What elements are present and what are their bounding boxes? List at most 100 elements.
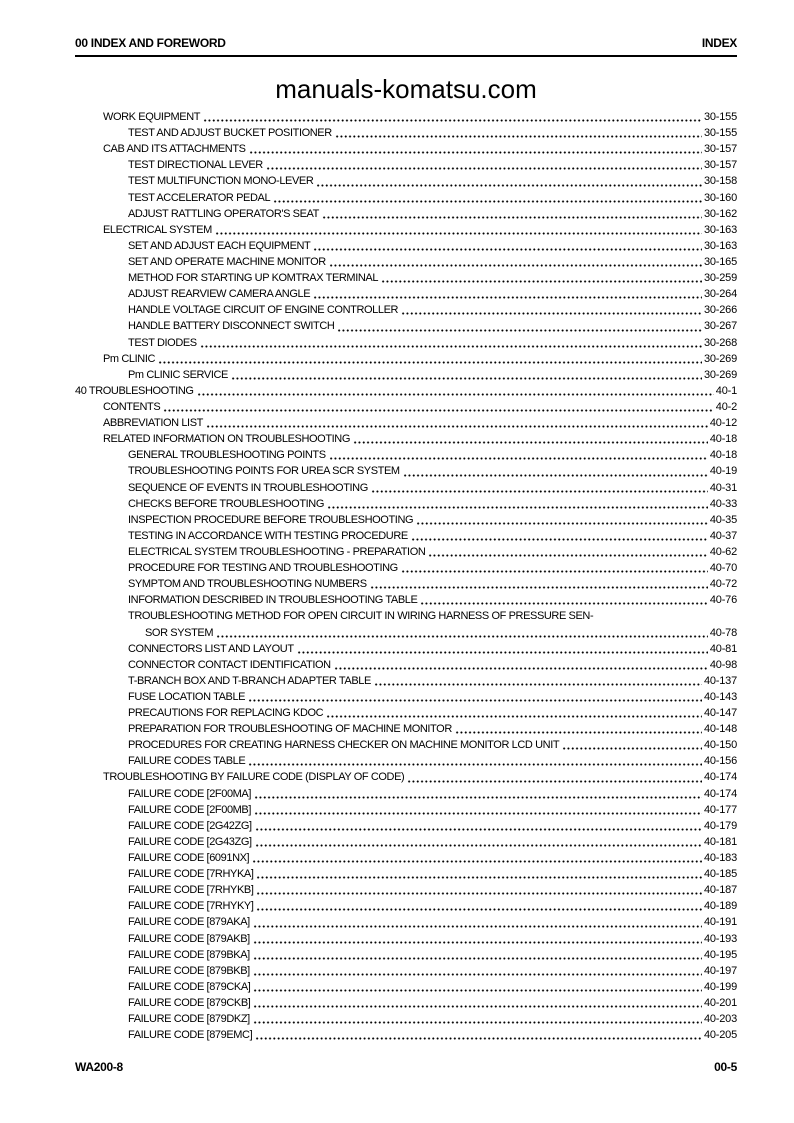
toc-leader-dots (316, 183, 702, 187)
toc-entry-label: GENERAL TROUBLESHOOTING POINTS (128, 449, 326, 462)
toc-entry-label: Pm CLINIC (103, 352, 156, 365)
toc-entry-label: RELATED INFORMATION ON TROUBLESHOOTING (103, 433, 350, 446)
toc-entry: TEST DIRECTIONAL LEVER 30-157 (75, 157, 737, 173)
toc-leader-dots (370, 489, 708, 493)
toc-entry: T-BRANCH BOX AND T-BRANCH ADAPTER TABLE 4… (75, 673, 737, 689)
toc-entry-label: FAILURE CODE [7RHYKY] (128, 900, 254, 913)
toc-leader-dots (252, 940, 702, 944)
toc-entry: FAILURE CODE [2G43ZG] 40-181 (75, 834, 737, 850)
toc-leader-dots (252, 956, 702, 960)
toc-entry-page: 40-31 (709, 481, 737, 494)
toc-leader-dots (163, 409, 714, 413)
toc-leader-dots (253, 989, 702, 993)
toc-entry-page: 40-187 (703, 884, 737, 897)
toc-entry: INSPECTION PROCEDURE BEFORE TROUBLESHOOT… (75, 512, 737, 528)
toc-leader-dots (256, 908, 702, 912)
header-index-label: INDEX (701, 36, 737, 50)
toc-entry-label: PRECAUTIONS FOR REPLACING KDOC (128, 707, 324, 720)
toc-entry: TESTING IN ACCORDANCE WITH TESTING PROCE… (75, 528, 737, 544)
toc-entry-label: FAILURE CODE [879AKA] (128, 916, 250, 929)
toc-entry-label: FAILURE CODE [7RHYKA] (128, 868, 254, 881)
toc-entry: FAILURE CODE [879EMC] 40-205 (75, 1027, 737, 1043)
footer-model-number: WA200-8 (75, 1060, 123, 1074)
toc-entry: FAILURE CODE [7RHYKA] 40-185 (75, 866, 737, 882)
toc-leader-dots (313, 296, 702, 300)
toc-entry-page: 40-199 (703, 980, 737, 993)
toc-entry: PROCEDURES FOR CREATING HARNESS CHECKER … (75, 737, 737, 753)
toc-entry-page: 40-185 (703, 868, 737, 881)
toc-entry-page: 30-155 (703, 127, 737, 140)
toc-leader-dots (248, 699, 702, 703)
toc-entry-label: TESTING IN ACCORDANCE WITH TESTING PROCE… (128, 529, 408, 542)
toc-entry-label: ADJUST RATTLING OPERATOR'S SEAT (128, 207, 319, 220)
toc-entry-label: FAILURE CODE [2G42ZG] (128, 819, 252, 832)
toc-entry-page: 40-189 (703, 900, 737, 913)
toc-entry-page: 40-98 (709, 658, 737, 671)
toc-entry: ELECTRICAL SYSTEM 30-163 (75, 222, 737, 238)
toc-entry-page: 40-195 (703, 948, 737, 961)
toc-entry: TEST DIODES 30-268 (75, 335, 737, 351)
toc-entry-label: Pm CLINIC SERVICE (128, 368, 228, 381)
toc-leader-dots (255, 1037, 702, 1041)
toc-entry: FAILURE CODE [879BKB] 40-197 (75, 963, 737, 979)
toc-entry-label: FUSE LOCATION TABLE (128, 690, 246, 703)
toc-leader-dots (205, 425, 708, 429)
toc-entry-page: 30-155 (703, 111, 737, 123)
toc-entry-page: 40-81 (709, 642, 737, 655)
toc-entry: ADJUST RATTLING OPERATOR'S SEAT 30-162 (75, 206, 737, 222)
toc-leader-dots (252, 860, 702, 864)
toc-entry: SET AND OPERATE MACHINE MONITOR 30-165 (75, 254, 737, 270)
toc-entry-page: 40-148 (703, 723, 737, 736)
toc-entry-label: FAILURE CODE [879AKB] (128, 932, 250, 945)
toc-leader-dots (454, 731, 702, 735)
toc-entry-label: SET AND OPERATE MACHINE MONITOR (128, 255, 326, 268)
toc-leader-dots (420, 602, 708, 606)
toc-entry: CONNECTORS LIST AND LAYOUT 40-81 (75, 641, 737, 657)
toc-leader-dots (256, 876, 702, 880)
toc-leader-dots (334, 135, 702, 139)
toc-entry-page: 40-174 (703, 787, 737, 800)
toc-entry: ADJUST REARVIEW CAMERA ANGLE 30-264 (75, 286, 737, 302)
toc-entry-page: 40-150 (703, 739, 737, 752)
toc-leader-dots (199, 344, 702, 348)
toc-leader-dots (256, 892, 702, 896)
toc-leader-dots (254, 827, 702, 831)
toc-entry-page: 40-35 (709, 513, 737, 526)
toc-leader-dots (203, 119, 702, 123)
toc-entry-label: FAILURE CODE [2F00MB] (128, 803, 252, 816)
toc-entry: FAILURE CODE [7RHYKB] 40-187 (75, 882, 737, 898)
toc-entry: PRECAUTIONS FOR REPLACING KDOC 40-147 (75, 705, 737, 721)
toc-entry-label: FAILURE CODE [879CKB] (128, 997, 251, 1010)
toc-entry-page: 30-163 (703, 223, 737, 236)
toc-entry: 40 TROUBLESHOOTING 40-1 (75, 383, 737, 399)
toc-entry: FAILURE CODE [7RHYKY] 40-189 (75, 898, 737, 914)
toc-entry-page: 40-37 (709, 529, 737, 542)
toc-entry-label: TROUBLESHOOTING POINTS FOR UREA SCR SYST… (128, 465, 400, 478)
toc-entry: Pm CLINIC SERVICE 30-269 (75, 367, 737, 383)
page-footer: WA200-8 00-5 (75, 1060, 737, 1074)
toc-leader-dots (252, 972, 702, 976)
toc-entry-label: TEST ACCELERATOR PEDAL (128, 191, 271, 204)
toc-leader-dots (313, 247, 702, 251)
toc-entry-label: T-BRANCH BOX AND T-BRANCH ADAPTER TABLE (128, 674, 371, 687)
toc-leader-dots (337, 328, 702, 332)
toc-entry: FAILURE CODE [879AKA] 40-191 (75, 914, 737, 930)
toc-entry-label: TEST DIODES (128, 336, 197, 349)
toc-entry-page: 40-205 (703, 1029, 737, 1042)
toc-entry-page: 40-191 (703, 916, 737, 929)
toc-entry-page: 30-269 (703, 352, 737, 365)
toc-leader-dots (273, 199, 702, 203)
toc-entry-page: 40-181 (703, 835, 737, 848)
toc-entry-label: ELECTRICAL SYSTEM TROUBLESHOOTING - PREP… (128, 545, 426, 558)
toc-leader-dots (328, 457, 708, 461)
toc-list: WORK EQUIPMENT 30-155 TEST AND ADJUST BUCK… (75, 109, 737, 1043)
toc-entry-page: 40-1 (715, 384, 737, 397)
toc-entry: FAILURE CODE [879DKZ] 40-203 (75, 1011, 737, 1027)
toc-entry: FAILURE CODE [2F00MA] 40-174 (75, 786, 737, 802)
toc-entry-page: 40-18 (709, 433, 737, 446)
toc-entry: CHECKS BEFORE TROUBLESHOOTING 40-33 (75, 496, 737, 512)
toc-leader-dots (230, 376, 702, 380)
toc-entry: WORK EQUIPMENT 30-155 (75, 109, 737, 125)
toc-entry-page: 40-197 (703, 964, 737, 977)
toc-entry: FAILURE CODE [879AKB] 40-193 (75, 931, 737, 947)
